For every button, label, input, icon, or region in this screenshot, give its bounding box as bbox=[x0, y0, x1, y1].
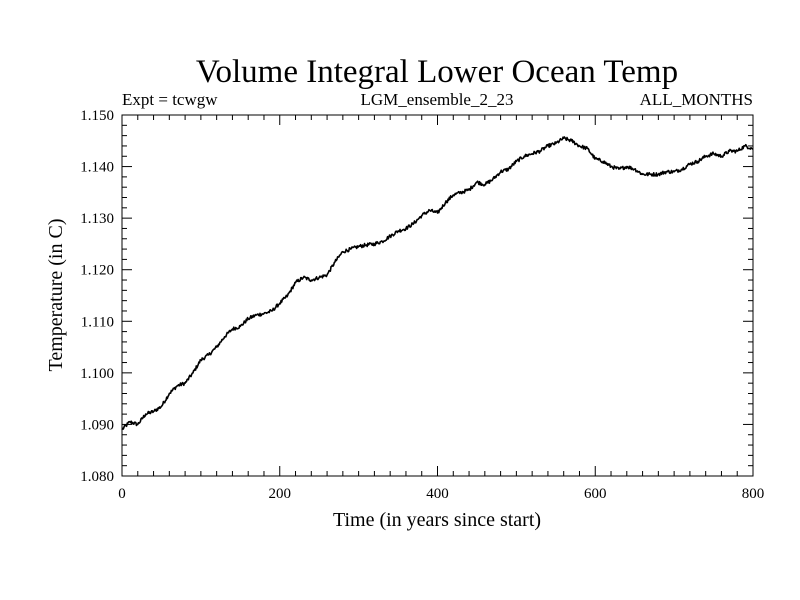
ensemble-label: LGM_ensemble_2_23 bbox=[361, 90, 514, 109]
experiment-label: Expt = tcwgw bbox=[122, 90, 218, 109]
y-tick-label: 1.100 bbox=[80, 366, 114, 382]
x-tick-label: 400 bbox=[426, 486, 449, 502]
months-label: ALL_MONTHS bbox=[640, 90, 753, 109]
x-tick-label: 600 bbox=[584, 486, 607, 502]
x-tick-label: 0 bbox=[118, 486, 126, 502]
y-tick-label: 1.090 bbox=[80, 417, 114, 433]
chart-title: Volume Integral Lower Ocean Temp bbox=[196, 54, 678, 90]
y-tick-label: 1.120 bbox=[80, 263, 114, 279]
x-tick-label: 200 bbox=[269, 486, 292, 502]
y-tick-label: 1.130 bbox=[80, 211, 114, 227]
axis-tick-labels: 0 200 400 600 800 1.080 1.090 1.100 1.110 1.120 1.… bbox=[80, 108, 764, 502]
y-tick-label: 1.150 bbox=[80, 108, 114, 124]
y-tick-label: 1.140 bbox=[80, 160, 114, 176]
y-tick-label: 1.080 bbox=[80, 469, 114, 485]
y-axis-label: Temperature (in C) bbox=[45, 219, 67, 372]
temperature-series-line bbox=[121, 136, 754, 430]
axis-ticks bbox=[121, 114, 754, 477]
x-axis-label: Time (in years since start) bbox=[333, 509, 541, 531]
y-tick-label: 1.110 bbox=[81, 314, 114, 330]
plot-frame bbox=[121, 114, 754, 477]
x-tick-label: 800 bbox=[742, 486, 765, 502]
